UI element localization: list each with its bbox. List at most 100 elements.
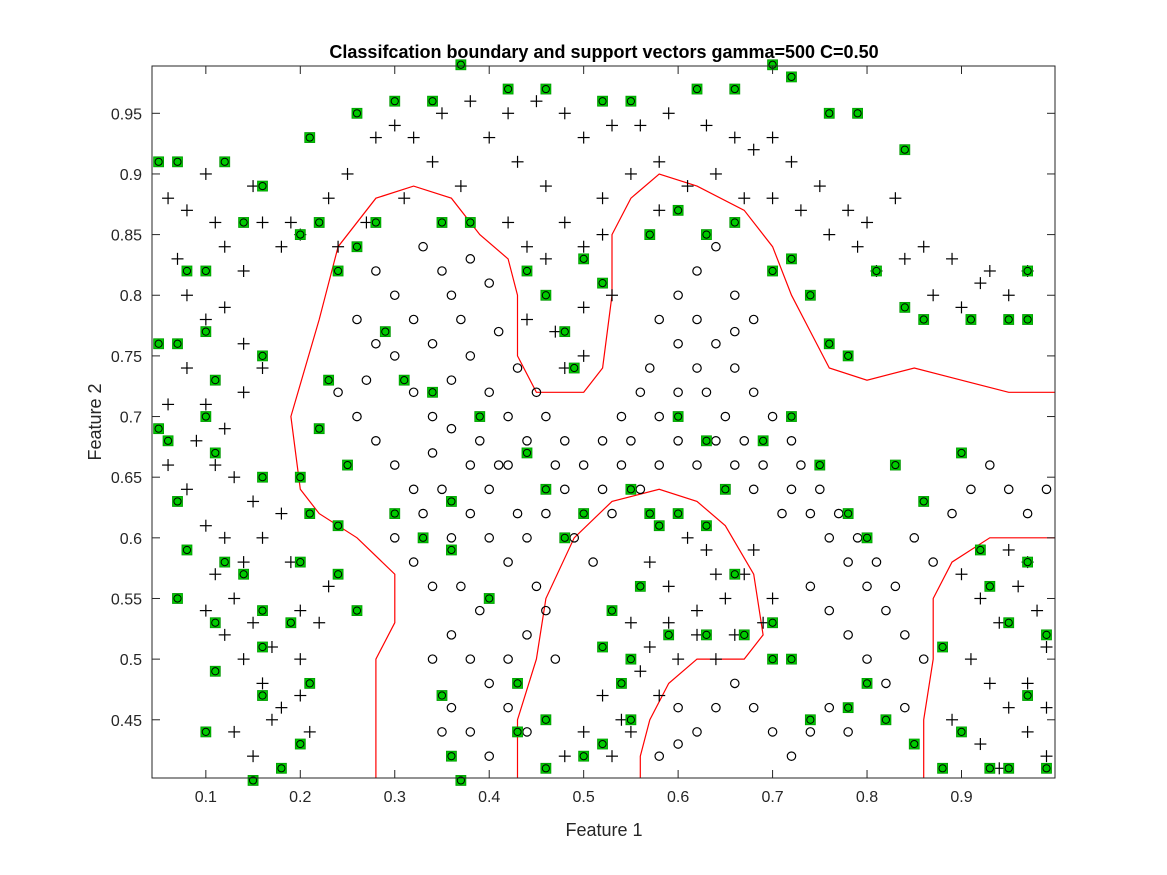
support-vector-marker <box>578 750 590 762</box>
circle-class-point <box>418 241 428 252</box>
support-vector-marker <box>767 617 778 629</box>
circle-class-point <box>748 702 759 713</box>
support-vector-marker <box>1003 314 1015 325</box>
support-vector-marker <box>304 132 316 143</box>
circle-class-point <box>862 654 872 664</box>
support-vector-marker <box>398 374 410 386</box>
plus-class-point <box>284 556 297 569</box>
plus-class-point <box>558 362 571 375</box>
support-vector-marker <box>512 726 523 738</box>
circle-class-point <box>673 702 683 713</box>
support-vector-marker <box>852 107 863 119</box>
support-vector-marker <box>644 229 656 240</box>
support-vector-marker <box>436 217 448 228</box>
circle-class-point <box>654 411 665 422</box>
circle-class-point <box>692 314 702 325</box>
plus-class-point <box>709 568 722 581</box>
plus-class-point <box>719 592 732 605</box>
circle-class-point <box>484 678 495 689</box>
support-vector-marker <box>455 59 467 71</box>
plus-class-point <box>662 616 675 629</box>
circle-class-point <box>673 739 683 749</box>
support-vector-marker <box>342 459 353 471</box>
circle-class-point <box>871 557 882 567</box>
support-vector-marker <box>1041 762 1052 774</box>
plus-class-point <box>634 119 647 132</box>
circle-class-point <box>720 411 731 422</box>
plus-class-point <box>728 628 741 641</box>
plus-class-point <box>247 616 260 629</box>
circle-class-point <box>371 266 381 276</box>
plus-class-point <box>1021 725 1034 738</box>
plus-class-point <box>983 677 996 690</box>
plus-class-point <box>917 240 930 253</box>
circle-class-point <box>748 387 759 398</box>
support-vector-marker <box>483 593 495 604</box>
plus-class-point <box>228 471 241 484</box>
support-vector-marker <box>597 738 608 750</box>
plus-class-point <box>606 289 619 302</box>
support-vector-marker <box>427 386 438 398</box>
support-vector-marker <box>918 496 930 507</box>
circle-class-point <box>493 460 504 470</box>
circle-class-point <box>361 375 372 385</box>
x-tick-label: 0.1 <box>195 789 217 806</box>
plus-class-point <box>256 677 269 690</box>
circle-class-point <box>371 338 381 349</box>
support-vector-marker <box>956 447 967 459</box>
circle-class-point <box>352 314 362 325</box>
support-vector-marker <box>937 641 948 653</box>
circle-class-point <box>389 533 400 543</box>
circle-class-point <box>692 727 702 737</box>
support-vector-marker <box>455 775 467 786</box>
circle-class-point <box>456 581 466 592</box>
plus-class-point <box>993 616 1006 629</box>
circle-class-point <box>408 387 419 398</box>
plus-class-point <box>955 568 968 581</box>
plus-class-point <box>946 252 959 265</box>
y-axis-ticks: 0.45 0.5 0.55 0.6 0.65 0.7 0.75 0.8 0.85 0.9 0.95 <box>111 106 1055 730</box>
support-vector-marker <box>285 617 297 629</box>
circle-class-point <box>503 654 513 664</box>
circle-class-point <box>484 751 495 761</box>
support-vector-marker <box>823 338 835 350</box>
support-vector-marker <box>464 217 476 228</box>
y-axis-label: Feature 2 <box>85 383 105 460</box>
plus-class-point <box>842 204 855 217</box>
support-vector-marker <box>238 568 250 580</box>
plus-class-point <box>190 434 203 447</box>
circle-class-point <box>767 411 778 422</box>
chart-title: Classifcation boundary and support vecto… <box>329 42 878 62</box>
circle-class-point <box>616 460 627 470</box>
support-vector-marker <box>370 217 382 228</box>
plus-class-point <box>653 155 666 168</box>
circle-class-point <box>654 751 665 761</box>
support-vector-marker <box>578 508 590 519</box>
support-vector-marker <box>446 496 457 507</box>
support-vector-marker <box>804 714 816 726</box>
circle-class-point <box>408 557 419 567</box>
plus-class-point <box>180 204 193 217</box>
support-vector-marker <box>786 253 797 265</box>
support-vector-marker <box>332 568 344 580</box>
support-vector-marker <box>625 483 637 495</box>
plus-class-point <box>341 167 354 180</box>
support-vector-marker <box>597 277 608 289</box>
y-tick-label: 0.9 <box>120 167 142 184</box>
circle-class-point <box>843 727 853 737</box>
circle-class-point <box>541 605 551 616</box>
y-tick-label: 0.5 <box>120 652 142 669</box>
plus-class-point <box>388 119 401 132</box>
support-vector-marker <box>502 83 514 95</box>
circle-class-point <box>805 581 816 592</box>
circle-class-point <box>824 702 835 713</box>
plus-class-point <box>294 689 307 702</box>
plus-class-point <box>284 216 297 229</box>
y-tick-label: 0.45 <box>111 713 142 730</box>
circle-class-point <box>389 460 400 470</box>
circle-class-point <box>465 654 476 664</box>
support-vector-marker <box>219 556 231 568</box>
circle-class-point <box>550 654 561 664</box>
circle-class-point <box>503 557 513 567</box>
circle-class-point <box>427 448 438 458</box>
